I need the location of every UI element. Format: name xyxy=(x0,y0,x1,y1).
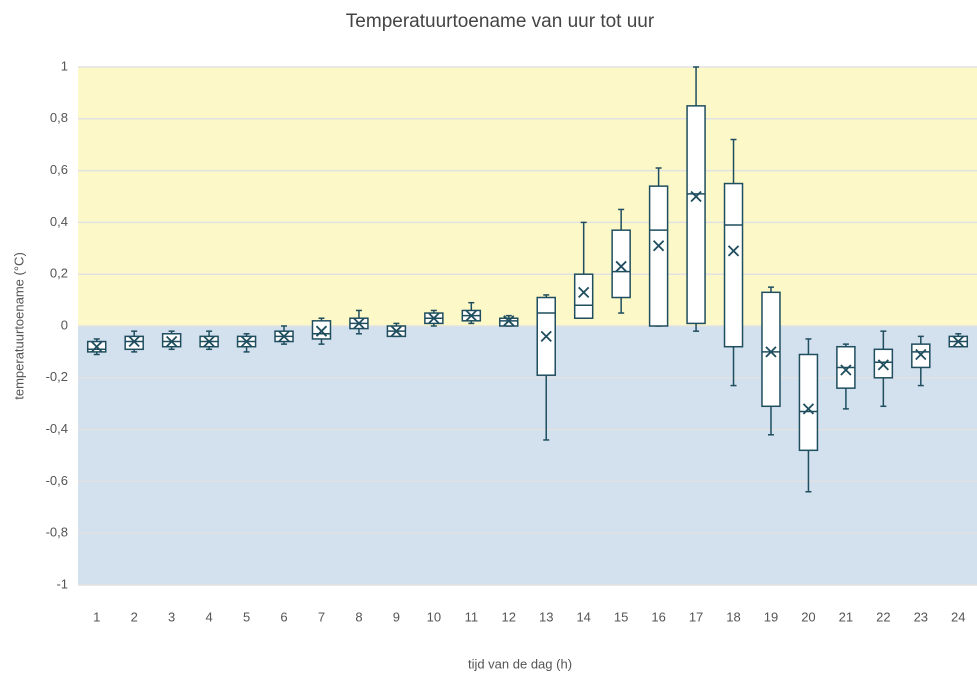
y-tick-label: -0,8 xyxy=(46,525,68,540)
negative-region xyxy=(78,326,977,585)
chart-title: Temperatuurtoename van uur tot uur xyxy=(346,11,655,32)
mean-marker xyxy=(578,286,590,298)
mean-marker xyxy=(802,403,815,415)
y-tick-label: 0,4 xyxy=(50,214,68,229)
x-tick-label: 4 xyxy=(205,609,212,624)
x-tick-label: 17 xyxy=(689,609,703,624)
x-tick-label: 10 xyxy=(427,609,441,624)
positive-region xyxy=(78,67,977,326)
box xyxy=(311,320,332,340)
x-tick-label: 7 xyxy=(318,609,325,624)
mean-marker xyxy=(390,325,403,337)
x-tick-label: 11 xyxy=(465,609,479,624)
y-tick-label: 0,2 xyxy=(50,266,68,281)
mean-marker xyxy=(166,335,178,348)
y-tick-label: 0,8 xyxy=(50,110,68,125)
y-axis-label: temperatuurtoename (°C) xyxy=(11,252,26,400)
x-tick-label: 21 xyxy=(839,609,853,624)
x-tick-label: 5 xyxy=(243,609,250,624)
box xyxy=(124,335,144,351)
box xyxy=(761,291,781,408)
mean-marker xyxy=(353,317,365,330)
y-tick-label: 0 xyxy=(61,317,68,332)
x-tick-label: 2 xyxy=(131,609,138,624)
x-tick-label: 8 xyxy=(355,609,362,624)
mean-marker xyxy=(840,364,852,376)
box xyxy=(723,182,744,348)
mean-marker xyxy=(315,325,328,337)
mean-marker xyxy=(240,335,253,348)
mean-marker xyxy=(91,341,103,353)
x-tick-label: 19 xyxy=(764,609,778,624)
x-tick-label: 1 xyxy=(93,609,100,624)
x-tick-label: 14 xyxy=(576,609,590,624)
box xyxy=(161,333,182,348)
mean-marker xyxy=(915,348,927,361)
x-tick-label: 6 xyxy=(280,609,287,624)
mean-marker xyxy=(727,245,740,257)
mean-marker xyxy=(765,346,777,358)
mean-marker xyxy=(652,240,665,252)
x-tick-label: 13 xyxy=(539,609,553,624)
y-tick-label: -1 xyxy=(56,576,68,591)
x-tick-label: 18 xyxy=(726,609,740,624)
x-axis-label: tijd van de dag (h) xyxy=(468,656,572,671)
mean-marker xyxy=(128,335,140,348)
x-tick-label: 3 xyxy=(168,609,175,624)
y-tick-label: -0,6 xyxy=(46,473,68,488)
mean-marker xyxy=(428,312,440,324)
mean-marker xyxy=(203,335,215,348)
box xyxy=(648,185,669,327)
box xyxy=(798,353,819,452)
x-tick-label: 24 xyxy=(951,609,965,624)
y-tick-label: 1 xyxy=(61,58,68,73)
mean-marker xyxy=(465,310,477,322)
y-tick-label: -0,2 xyxy=(46,369,68,384)
mean-marker xyxy=(540,330,552,342)
mean-marker xyxy=(877,359,889,371)
mean-marker xyxy=(690,190,702,203)
box xyxy=(686,105,706,325)
mean-marker xyxy=(278,330,290,342)
x-tick-label: 20 xyxy=(801,609,815,624)
box xyxy=(499,317,519,327)
mean-marker xyxy=(503,315,515,327)
x-tick-label: 15 xyxy=(614,609,628,624)
x-tick-label: 9 xyxy=(393,609,400,624)
box xyxy=(911,343,931,369)
x-tick-label: 16 xyxy=(651,609,665,624)
mean-marker xyxy=(615,260,627,273)
box xyxy=(873,348,894,379)
mean-marker xyxy=(952,335,964,348)
y-tick-label: -0,4 xyxy=(46,421,68,436)
y-tick-label: 0,6 xyxy=(50,162,68,177)
x-tick-label: 23 xyxy=(914,609,928,624)
x-tick-label: 22 xyxy=(876,609,890,624)
box xyxy=(573,273,594,319)
box xyxy=(611,229,631,299)
x-tick-label: 12 xyxy=(502,609,516,624)
